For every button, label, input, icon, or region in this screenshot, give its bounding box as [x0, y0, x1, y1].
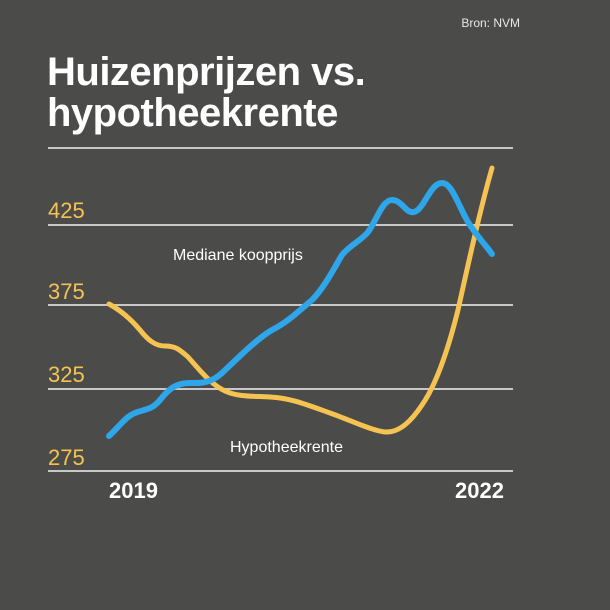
y-tick-275: 275 — [48, 445, 85, 470]
rate-annotation: Hypotheekrente — [230, 439, 343, 456]
source-label: Bron: NVM — [461, 16, 520, 30]
x-tick-2019: 2019 — [109, 478, 158, 503]
y-tick-325: 325 — [48, 362, 85, 387]
y-tick-425: 425 — [48, 198, 85, 223]
price-annotation: Mediane koopprijs — [173, 247, 303, 264]
chart-title: Huizenprijzen vs. hypotheekrente — [47, 50, 366, 135]
price-line — [106, 180, 495, 439]
y-tick-375: 375 — [48, 279, 85, 304]
gridlines — [48, 147, 513, 472]
rate-line — [106, 165, 495, 435]
title-line-2: hypotheekrente — [47, 91, 338, 135]
title-line-1: Huizenprijzen vs. — [47, 50, 366, 94]
x-tick-2022: 2022 — [455, 478, 504, 503]
